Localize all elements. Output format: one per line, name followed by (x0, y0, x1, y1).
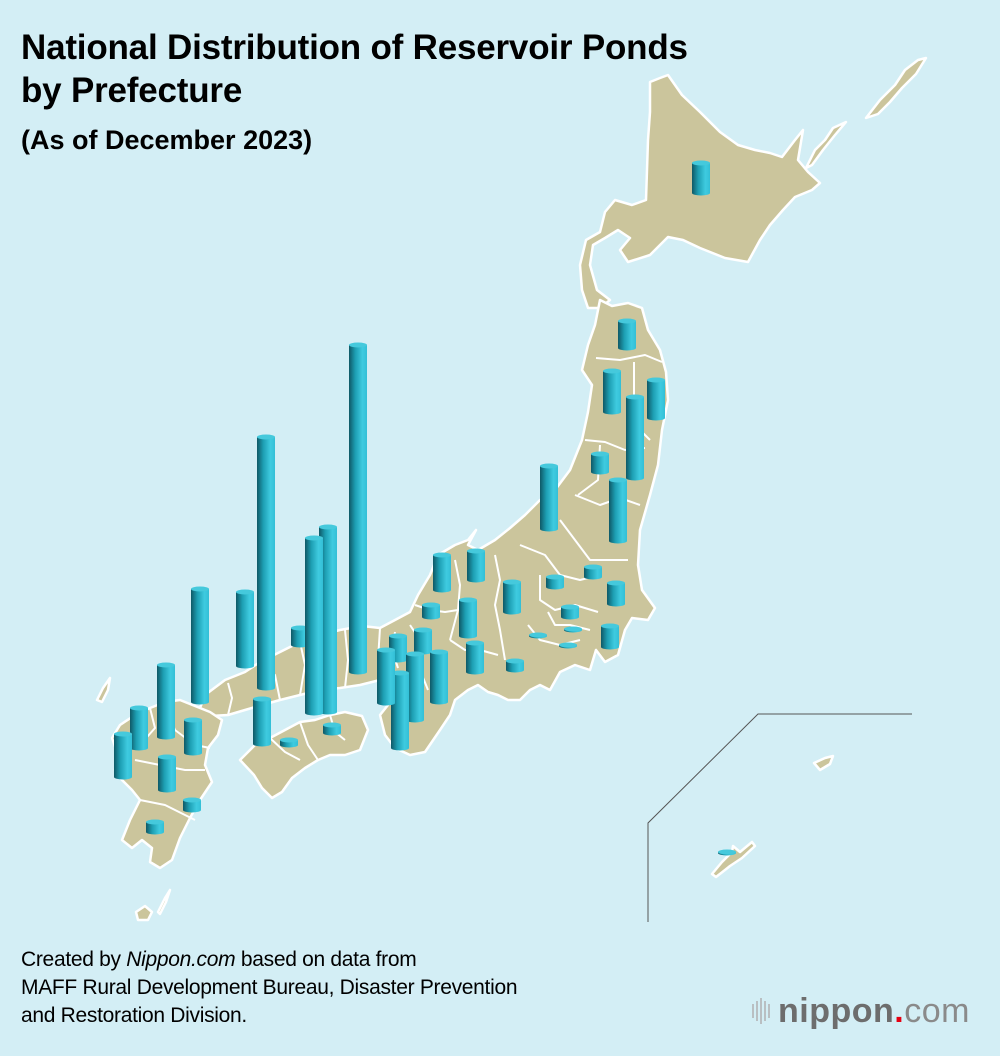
cylinder-fukuoka (157, 662, 175, 740)
credit-line-1: Created by Nippon.com based on data from (21, 948, 417, 971)
cylinder-miyagi (626, 394, 644, 481)
cylinder-nara (406, 651, 424, 723)
cylinder-tottori (291, 625, 309, 648)
title-line-2: by Prefecture (21, 71, 243, 110)
okinawa-inset-frame (647, 713, 912, 922)
cylinder-shiga (414, 627, 432, 655)
cylinder-shimane (236, 589, 254, 669)
cylinder-kagawa (305, 535, 323, 716)
cylinder-ehime (253, 696, 271, 747)
source-credit: Created by Nippon.com based on data from… (21, 946, 518, 1030)
cylinder-ibaraki (607, 580, 625, 607)
kunashiri-island (804, 120, 848, 170)
cylinder-tokushima (323, 722, 341, 736)
cylinder-tochigi (584, 564, 602, 580)
cylinder-saga (130, 705, 148, 751)
cylinder-chiba (601, 623, 619, 650)
title-line-1: National Distribution of Reservoir Ponds (21, 28, 688, 67)
logo-bars-icon (752, 997, 770, 1025)
cylinder-okinawa (718, 849, 736, 856)
cylinder-kagoshima (146, 819, 164, 835)
cylinder-saitama (561, 604, 579, 620)
cylinder-hiroshima (257, 434, 275, 691)
cylinder-niigata (540, 463, 558, 532)
cylinder-yamaguchi (191, 586, 209, 705)
cylinder-kanagawa (559, 642, 577, 649)
cylinder-yamagata (591, 451, 609, 475)
cylinder-gifu (459, 597, 477, 639)
cylinder-oita (184, 717, 202, 756)
yakushima-island (134, 904, 154, 922)
cylinder-osaka (391, 670, 409, 751)
cylinder-mie (430, 649, 448, 705)
cylinder-toyama (467, 548, 485, 583)
credit-source: Nippon.com (126, 948, 236, 971)
etorofu-island (864, 56, 928, 120)
chart-subtitle: (As of December 2023) (21, 125, 313, 155)
cylinder-aichi (466, 640, 484, 675)
cylinder-kumamoto (158, 754, 176, 793)
cylinder-miyazaki (183, 797, 201, 813)
tsushima-island (95, 676, 112, 704)
cylinder-fukui (422, 602, 440, 620)
credit-line-2: MAFF Rural Development Bureau, Disaster … (21, 976, 518, 999)
cylinder-yamanashi (529, 632, 547, 639)
cylinder-akita (603, 368, 621, 415)
credit-line-3: and Restoration Division. (21, 1004, 247, 1027)
cylinder-wakayama (377, 647, 395, 706)
amami-island (812, 754, 835, 772)
cylinder-hyogo (349, 342, 367, 675)
cylinder-gunma (546, 574, 564, 590)
cylinder-iwate (647, 377, 666, 421)
cylinder-tokyo (564, 626, 582, 633)
cylinder-okayama (319, 524, 337, 715)
chart-title: National Distribution of Reservoir Ponds… (21, 26, 688, 112)
cylinder-ishikawa (433, 552, 451, 593)
land-masses (95, 56, 928, 922)
reservoir-cylinders (114, 160, 736, 856)
cylinder-nagano (503, 579, 521, 615)
cylinder-fukushima (609, 477, 627, 544)
okinawa-island (710, 840, 757, 879)
cylinder-shizuoka (506, 658, 524, 673)
cylinder-hokkaido (692, 160, 710, 196)
nippon-logo: nippon.com (752, 993, 970, 1029)
logo-wordmark: nippon.com (778, 992, 970, 1030)
tanegashima-island (156, 888, 172, 916)
cylinder-nagasaki (114, 731, 132, 780)
cylinder-aomori (618, 318, 636, 351)
cylinder-kochi (280, 737, 298, 748)
